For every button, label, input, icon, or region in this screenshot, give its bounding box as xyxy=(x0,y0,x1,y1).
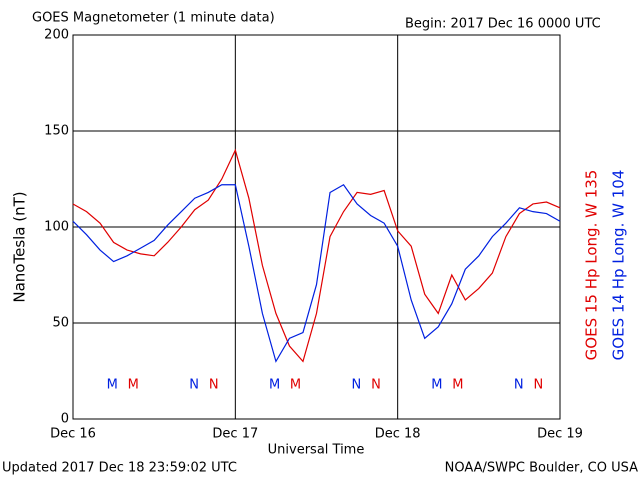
data-line xyxy=(72,183,561,363)
annotation: N xyxy=(352,378,362,393)
annotation: N xyxy=(533,378,543,393)
chart-title: GOES Magnetometer (1 minute data) xyxy=(32,11,275,26)
annotation: N xyxy=(514,378,524,393)
data-line xyxy=(72,148,561,363)
annotation: M xyxy=(452,378,463,393)
y-tick-label: 150 xyxy=(44,124,69,139)
y-tick-label: 200 xyxy=(44,28,69,43)
x-tick-label: Dec 17 xyxy=(212,427,258,442)
y-tick-label: 0 xyxy=(61,412,69,427)
x-tick-label: Dec 19 xyxy=(537,427,583,442)
chart-subtitle: Begin: 2017 Dec 16 0000 UTC xyxy=(405,17,601,32)
y-tick-label: 100 xyxy=(44,220,69,235)
annotation: M xyxy=(290,378,301,393)
footer-right: NOAA/SWPC Boulder, CO USA xyxy=(445,461,638,476)
annotation: M xyxy=(269,378,280,393)
annotation: M xyxy=(431,378,442,393)
annotation: N xyxy=(189,378,199,393)
legend-label: GOES 15 Hp Long. W 135 xyxy=(583,170,601,361)
footer-left: Updated 2017 Dec 18 23:59:02 UTC xyxy=(2,461,237,476)
x-tick-label: Dec 18 xyxy=(375,427,421,442)
annotation: M xyxy=(107,378,118,393)
x-tick-label: Dec 16 xyxy=(50,427,96,442)
annotation: N xyxy=(371,378,381,393)
legend-label: GOES 14 Hp Long. W 104 xyxy=(610,170,628,361)
annotation: M xyxy=(128,378,139,393)
y-axis-label: NanoTesla (nT) xyxy=(11,191,29,302)
x-axis-label: Universal Time xyxy=(268,443,365,458)
y-tick-label: 50 xyxy=(52,316,69,331)
annotation: N xyxy=(209,378,219,393)
